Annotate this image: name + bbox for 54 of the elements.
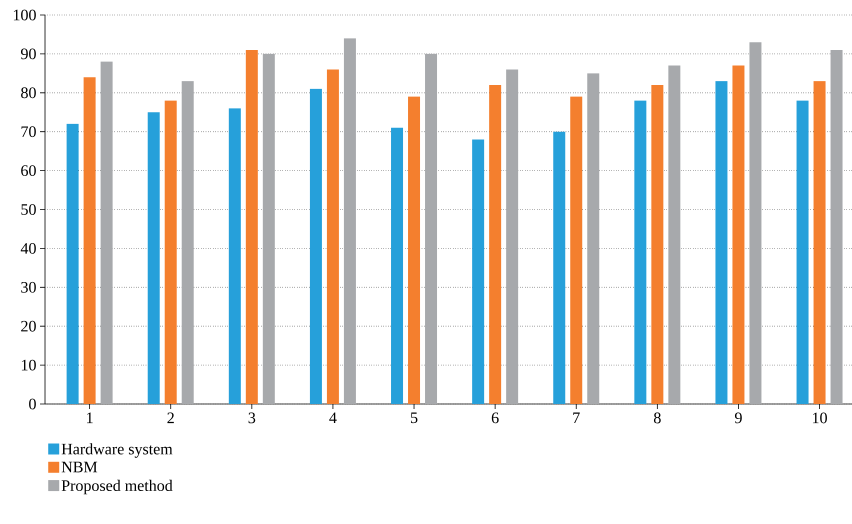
bar bbox=[228, 108, 241, 404]
bar bbox=[634, 100, 646, 404]
bar bbox=[84, 77, 96, 404]
y-tick-label: 0 bbox=[29, 398, 36, 410]
x-tick-label: 1 bbox=[87, 412, 93, 424]
y-tick-label: 90 bbox=[20, 48, 36, 60]
bar bbox=[651, 85, 664, 404]
x-tick-label: 8 bbox=[654, 412, 661, 424]
x-tick-label: 4 bbox=[329, 412, 337, 424]
x-tick-label: 9 bbox=[734, 412, 742, 424]
bar bbox=[732, 66, 744, 404]
legend-label: NBM bbox=[62, 462, 98, 472]
bar bbox=[715, 81, 728, 404]
y-tick-label: 60 bbox=[21, 165, 36, 176]
x-tick-label: 10 bbox=[812, 412, 827, 424]
y-tick-label: 10 bbox=[22, 360, 36, 370]
y-tick-label: 80 bbox=[21, 87, 36, 98]
bar bbox=[587, 73, 600, 404]
bar bbox=[344, 38, 356, 404]
bar bbox=[100, 62, 113, 404]
bar bbox=[326, 69, 339, 404]
legend-label: Hardware system bbox=[62, 443, 172, 458]
bar bbox=[553, 132, 566, 404]
y-tick-label: 50 bbox=[21, 204, 36, 215]
bar bbox=[489, 85, 502, 404]
y-tick-label: 40 bbox=[20, 243, 36, 254]
bar bbox=[668, 66, 680, 404]
bar bbox=[506, 69, 518, 404]
bar bbox=[310, 88, 322, 404]
bar bbox=[796, 100, 809, 404]
bar bbox=[66, 124, 79, 404]
bar bbox=[148, 112, 160, 404]
legend-label: Proposed method bbox=[62, 480, 173, 494]
y-tick-label: 70 bbox=[22, 126, 36, 138]
bar bbox=[814, 81, 826, 404]
x-tick-label: 5 bbox=[410, 412, 418, 424]
x-tick-label: 6 bbox=[492, 412, 499, 424]
bar bbox=[391, 128, 404, 404]
bar bbox=[472, 139, 484, 404]
x-tick-label: 7 bbox=[573, 412, 580, 423]
y-tick-label: 100 bbox=[14, 10, 36, 20]
bar bbox=[425, 54, 438, 404]
bar bbox=[164, 100, 177, 404]
x-tick-label: 3 bbox=[248, 412, 256, 424]
bar bbox=[246, 50, 258, 404]
bar bbox=[182, 81, 194, 404]
bar bbox=[830, 50, 843, 404]
y-tick-label: 20 bbox=[21, 320, 36, 332]
bar bbox=[262, 54, 275, 404]
bar bbox=[749, 42, 762, 404]
x-tick-label: 2 bbox=[167, 412, 174, 424]
bar bbox=[408, 96, 420, 404]
bar bbox=[570, 96, 582, 404]
y-tick-label: 30 bbox=[21, 282, 36, 293]
